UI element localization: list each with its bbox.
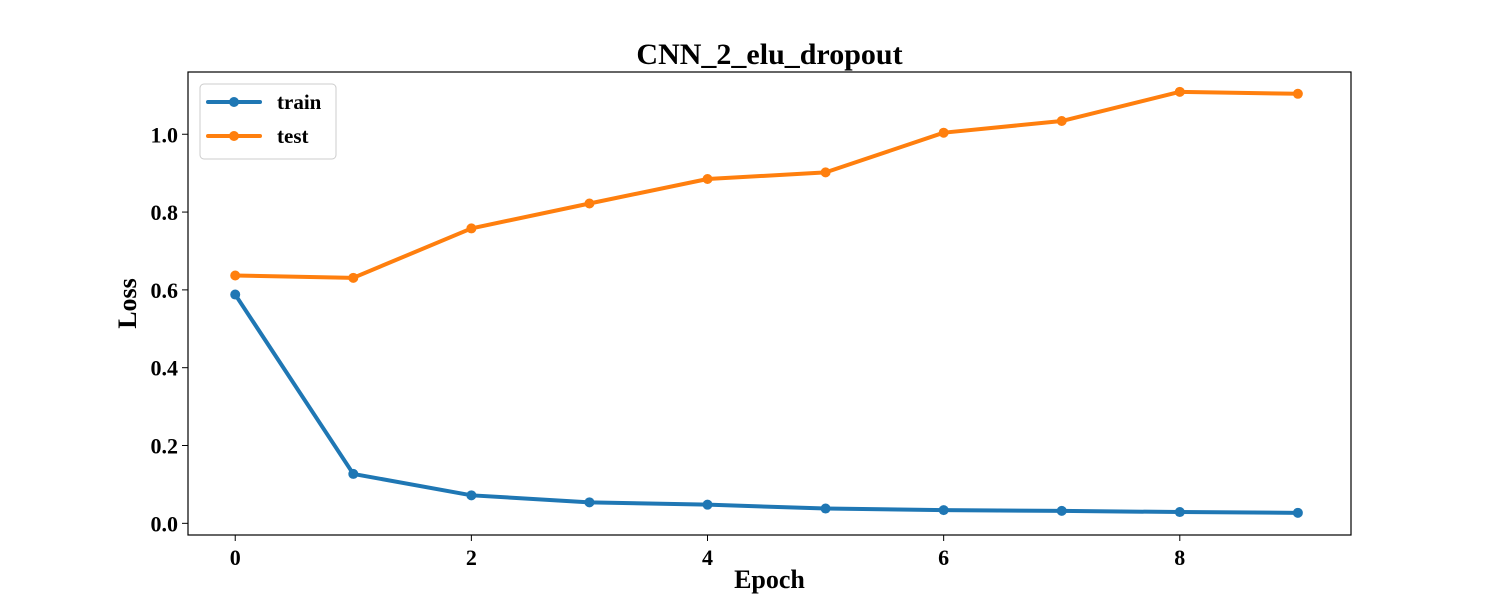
plot-frame (187, 71, 1352, 536)
legend-marker-test (229, 131, 239, 141)
legend-label-train: train (277, 90, 322, 114)
y-tick-label: 0.6 (151, 278, 179, 303)
x-tick-label: 2 (466, 545, 477, 570)
x-tick-label: 8 (1174, 545, 1185, 570)
x-tick-label: 0 (230, 545, 241, 570)
plot-area (230, 86, 1303, 518)
data-point-train (1292, 507, 1303, 518)
data-point-test (230, 270, 241, 281)
data-point-test (1292, 88, 1303, 99)
data-point-test (702, 173, 713, 184)
data-point-train (1174, 507, 1185, 518)
y-tick-label: 1.0 (151, 122, 179, 147)
data-point-test (466, 223, 477, 234)
data-point-train (348, 468, 359, 479)
series-line-train (233, 292, 1300, 515)
axes-ticks: 0 2 4 6 8 0.0 0.2 0.4 0.6 0.8 1.0 (151, 122, 1186, 570)
y-tick-label: 0.0 (151, 511, 179, 536)
data-point-test (584, 198, 595, 209)
data-point-train (466, 490, 477, 501)
data-point-test (1056, 116, 1067, 127)
y-tick-label: 0.4 (151, 356, 179, 381)
data-point-test (820, 167, 831, 178)
data-point-test (1174, 86, 1185, 97)
data-point-test (348, 272, 359, 283)
data-point-train (230, 289, 241, 300)
legend-label-test: test (277, 124, 308, 148)
legend-marker-train (229, 97, 239, 107)
x-axis-label: Epoch (734, 565, 805, 594)
data-point-train (938, 505, 949, 516)
y-axis-label: Loss (113, 278, 142, 329)
data-point-train (584, 497, 595, 508)
x-tick-label: 6 (938, 545, 949, 570)
data-point-test (938, 127, 949, 138)
x-tick-label: 4 (702, 545, 713, 570)
data-point-train (1056, 505, 1067, 516)
data-point-train (702, 499, 713, 510)
chart-title: CNN_2_elu_dropout (636, 38, 902, 71)
y-tick-label: 0.2 (151, 434, 179, 459)
legend: train test (199, 83, 337, 160)
data-point-train (820, 503, 831, 514)
series-line-test (233, 89, 1300, 280)
y-tick-label: 0.8 (151, 200, 179, 225)
